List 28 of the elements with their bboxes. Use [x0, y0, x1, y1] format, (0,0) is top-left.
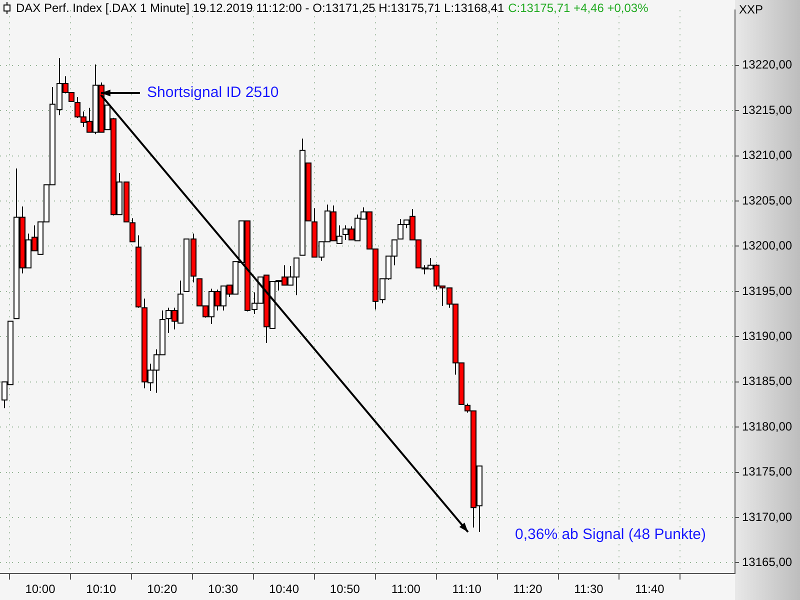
x-tick-label: 10:40 [269, 582, 300, 596]
x-tick-label: 11:30 [574, 582, 604, 596]
annotation: Shortsignal ID 2510 [147, 84, 279, 102]
x-tick-label: 11:40 [635, 582, 665, 596]
x-tick-label: 10:30 [208, 582, 238, 596]
y-tick-label: 13200,00 [742, 238, 792, 253]
x-tick-label: 10:10 [86, 582, 117, 596]
y-tick-label: 13205,00 [742, 193, 792, 208]
x-tick-label: 11:00 [391, 582, 421, 596]
y-tick-label: 13170,00 [742, 510, 792, 524]
chart-subtitle: C:13175,71 +4,46 +0,03% [508, 1, 648, 15]
y-tick-label: 13185,00 [742, 374, 792, 388]
y-tick-label: 13220,00 [742, 58, 792, 72]
annotation: 0,36% ab Signal (48 Punkte) [515, 526, 706, 544]
y-tick-label: 13165,00 [742, 555, 792, 570]
chart-title: DAX Perf. Index [.DAX 1 Minute] 19.12.2019 11:12:00 - O:13171,25 H:13175,71 L:13168,41 [16, 1, 504, 15]
y-tick-label: 13215,00 [742, 102, 792, 117]
x-tick-label: 10:50 [330, 582, 360, 596]
y-tick-label: 13175,00 [742, 464, 792, 479]
y-tick-label: 13190,00 [742, 328, 792, 343]
y-tick-label: 13180,00 [742, 419, 792, 434]
y-axis-title: XXP [739, 2, 764, 16]
y-tick-label: 13195,00 [742, 284, 792, 298]
x-tick-label: 10:00 [25, 582, 56, 596]
y-tick-label: 13210,00 [742, 148, 792, 162]
x-tick-label: 11:20 [513, 582, 543, 596]
x-tick-label: 10:20 [147, 582, 178, 596]
x-tick-label: 11:10 [452, 582, 482, 596]
